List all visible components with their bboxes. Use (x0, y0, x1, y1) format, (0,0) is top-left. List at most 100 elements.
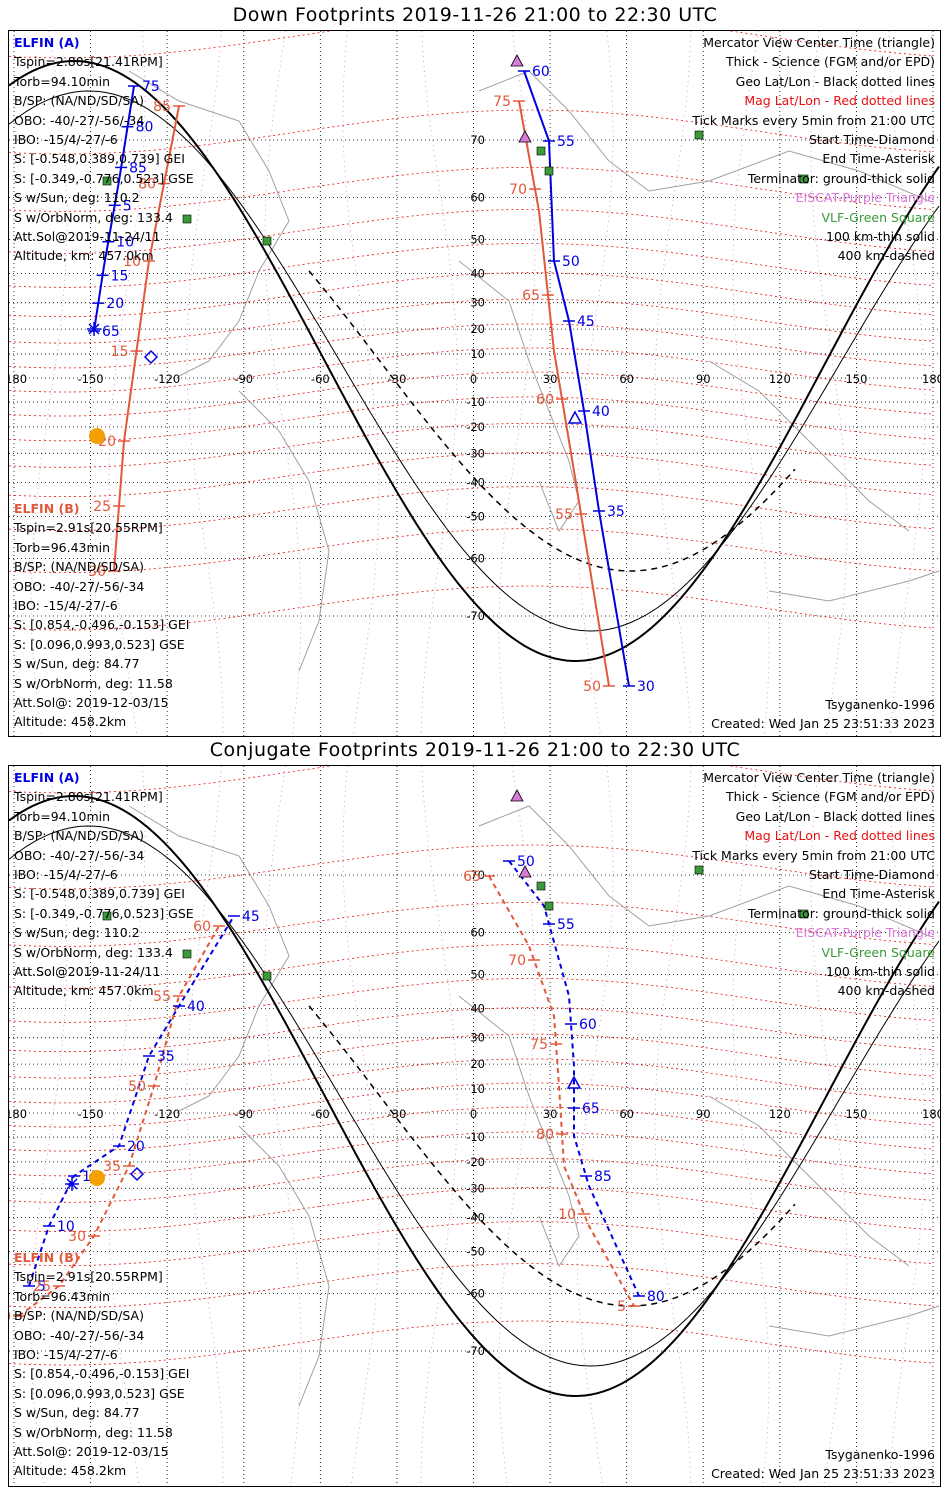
coastline (458, 260, 580, 533)
info-line: S w/OrbNorm, deg: 133.4 (14, 944, 173, 960)
lon-label: -180 (9, 372, 27, 386)
info-line: Att.Sol@2019-11-24/11 (14, 964, 161, 980)
legend-lines: Mercator View Center Time (triangle) Thic… (692, 33, 935, 266)
track-tick-label: 70 (508, 953, 526, 969)
elfin-a-info: Tspin=2.80s[21.41RPM] Torb=94.10min B/SP: … (14, 52, 194, 265)
track-tick-label: 10 (116, 235, 134, 251)
info-line: S w/Sun, deg: 84.77 (14, 656, 140, 672)
legend-item: Start Time-Diamond (808, 867, 935, 883)
legend-item: 400 km-dashed (837, 983, 935, 999)
lat-label: 40 (470, 1001, 485, 1015)
track-tick-label: 20 (106, 296, 124, 312)
mag-meridian-line (888, 766, 926, 1486)
legend-item: Thick - Science (FGM and/or EPD) (726, 54, 935, 70)
track-tick-label: 85 (153, 99, 171, 115)
coastline (128, 70, 290, 377)
elfin-a-header: ELFIN (A) (14, 35, 80, 50)
lat-label: -50 (466, 510, 485, 524)
vlf-square-icon (799, 174, 809, 184)
lon-label: -30 (388, 372, 407, 386)
track-tick-label: 80 (136, 120, 154, 136)
info-line: B/SP: (NA/ND/SD/SA) (14, 1308, 144, 1324)
vlf-square-icon (544, 901, 554, 911)
track-tick-label: 85 (594, 1169, 612, 1185)
coastlines (128, 70, 940, 672)
info-line: S w/OrbNorm, deg: 11.58 (14, 1424, 173, 1440)
info-line: OBO: -40/-27/-56/-34 (14, 847, 145, 863)
vlf-square-icon (694, 130, 704, 140)
track-tick-label: 50 (562, 254, 580, 270)
legend-item: Geo Lat/Lon - Black dotted lines (735, 808, 935, 824)
lat-label: 60 (470, 925, 485, 939)
track-tick-label: 80 (647, 1289, 665, 1305)
track-tick-label: 15 (111, 268, 129, 284)
info-line: S w/Sun, deg: 84.77 (14, 1405, 140, 1421)
track-tick-label: 50 (128, 1079, 146, 1095)
track-tick-label: 5 (617, 1299, 626, 1315)
track-tick-label: 60 (532, 64, 550, 80)
lon-label: -90 (234, 372, 253, 386)
info-line: Torb=96.43min (14, 1288, 111, 1304)
legend-block: Mercator View Center Time (triangle) Thic… (692, 33, 935, 266)
lat-label: 60 (470, 190, 485, 204)
lat-label: -70 (466, 609, 485, 623)
mag-grid (9, 31, 934, 736)
legend-lines: Mercator View Center Time (triangle) Thic… (692, 768, 935, 1001)
track-tick-label: 80 (536, 1127, 554, 1143)
mag-meridian-line (30, 31, 68, 736)
lon-label: -150 (78, 372, 104, 386)
terminator-100km (9, 825, 940, 1367)
track-tick-label: 30 (68, 1229, 86, 1245)
mag-meridian-line (186, 766, 224, 1486)
mag-meridian-line (342, 31, 380, 736)
center-time-triangle-icon (566, 1075, 582, 1089)
created-timestamp: Created: Wed Jan 25 23:51:33 2023 (711, 716, 935, 731)
lat-label: 30 (470, 1031, 485, 1045)
legend-item: Terminator: ground-thick solid (747, 905, 935, 921)
lat-label: -70 (466, 1344, 485, 1358)
lat-label: -60 (466, 1287, 485, 1301)
ground-terminator (9, 59, 940, 663)
info-line: OBO: -40/-27/-56/-34 (14, 112, 145, 128)
track-tick-label: 35 (103, 1159, 121, 1175)
info-line: IBO: -15/4/-27/-6 (14, 132, 118, 148)
lon-label: -120 (154, 372, 180, 386)
model-credit: Tsyganenko-1996 (825, 1447, 935, 1462)
info-line: OBO: -40/-27/-56/-34 (14, 1327, 145, 1343)
elfin-b-header: ELFIN (B) (14, 501, 80, 516)
legend-item: VLF-Green Square (821, 944, 935, 960)
track-tick-label: 75 (142, 79, 160, 95)
lon-label: 0 (470, 372, 477, 386)
elfin-a-header: ELFIN (A) (14, 770, 80, 785)
info-line: Altitude, km: 457.0km (14, 983, 154, 999)
vlf-square-icon (102, 176, 112, 186)
info-line: S: [-0.548,0.389,0.739] GEI (14, 886, 185, 902)
lon-label: 30 (543, 1107, 558, 1121)
eiscat-triangle-icon (518, 865, 532, 878)
lon-label: 60 (619, 1107, 634, 1121)
legend-item: Start Time-Diamond (808, 132, 935, 148)
elfin-b-track-east (518, 100, 610, 687)
info-line: Tspin=2.91s[20.55RPM] (14, 1269, 163, 1285)
start-diamond-icon (129, 1166, 145, 1182)
track-tick-label: 65 (463, 869, 481, 885)
legend-item: 100 km-thin solid (826, 229, 935, 245)
axis-labels: -180 -150 -120 -90 -60 -30 0 30 60 90 120 150 180 70 6… (9, 133, 940, 623)
elfin-b-track-east (488, 875, 635, 1307)
info-line: S: [0.854,-0.496,-0.153] GEI (14, 1366, 190, 1382)
coastline (238, 390, 330, 672)
lat-label: -60 (466, 552, 485, 566)
legend-item: Thick - Science (FGM and/or EPD) (726, 789, 935, 805)
info-line: OBO: -40/-27/-56/-34 (14, 578, 145, 594)
lat-label: -40 (466, 1211, 485, 1225)
sun-icon (89, 428, 105, 444)
elfin-b-info: Tspin=2.91s[20.55RPM] Torb=96.43min B/SP: … (14, 1267, 189, 1480)
info-line: Altitude, km: 457.0km (14, 248, 154, 264)
info-line: S: [-0.349,-0.776,0.523] GSE (14, 905, 194, 921)
track-tick-label: 80 (138, 177, 156, 193)
legend-item: 100 km-thin solid (826, 964, 935, 980)
elfin-a-block: ELFIN (A) Tspin=2.80s[21.41RPM] Torb=94.1… (14, 768, 194, 1001)
mag-meridian-line (30, 766, 68, 1486)
lat-label: 20 (470, 1057, 485, 1071)
lon-label: 150 (845, 372, 867, 386)
